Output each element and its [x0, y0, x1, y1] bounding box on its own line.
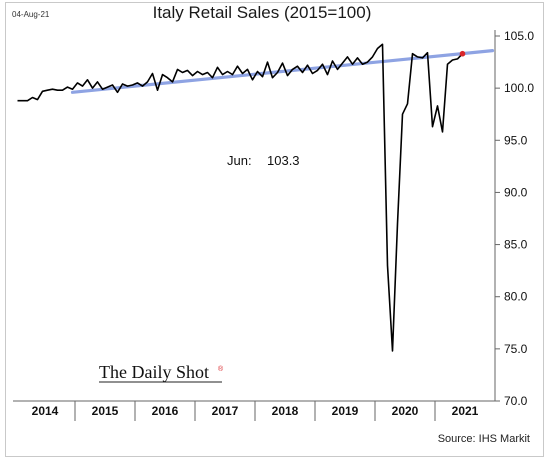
brand-text: The Daily Shot — [99, 362, 209, 382]
y-tick-label: 105.0 — [504, 29, 534, 43]
y-tick-label: 70.0 — [504, 394, 528, 408]
y-tick-label: 90.0 — [504, 185, 528, 199]
brand-logo: The Daily Shot ® — [99, 362, 224, 383]
annotation-value: 103.3 — [267, 153, 300, 168]
chart-frame — [5, 2, 544, 457]
retail-sales-line — [17, 43, 464, 352]
y-tick-label: 80.0 — [504, 290, 528, 304]
chart-date: 04-Aug-21 — [12, 10, 50, 19]
x-tick-label: 2020 — [392, 404, 419, 418]
x-tick-label: 2015 — [92, 404, 119, 418]
x-tick-label: 2019 — [332, 404, 359, 418]
x-tick-label: 2014 — [32, 404, 59, 418]
x-tick-label: 2018 — [272, 404, 299, 418]
y-tick-label: 100.0 — [504, 81, 534, 95]
y-axis: 105.0 100.0 95.0 90.0 85.0 80.0 75.0 70.0 — [494, 29, 534, 408]
chart-title: Italy Retail Sales (2015=100) — [153, 3, 372, 22]
brand-mark: ® — [218, 365, 224, 373]
source-note: Source: IHS Markit — [438, 433, 530, 445]
y-tick-label: 95.0 — [504, 133, 528, 147]
plot-area — [17, 43, 495, 352]
annotation-label: Jun: — [227, 153, 252, 168]
x-tick-label: 2017 — [212, 404, 239, 418]
y-tick-label: 85.0 — [504, 238, 528, 252]
y-tick-label: 75.0 — [504, 342, 528, 356]
x-axis: 2014 2015 2016 2017 2018 2019 2020 2021 — [13, 400, 495, 421]
x-tick-label: 2021 — [452, 404, 479, 418]
x-tick-label: 2016 — [152, 404, 179, 418]
last-data-point — [459, 50, 466, 57]
